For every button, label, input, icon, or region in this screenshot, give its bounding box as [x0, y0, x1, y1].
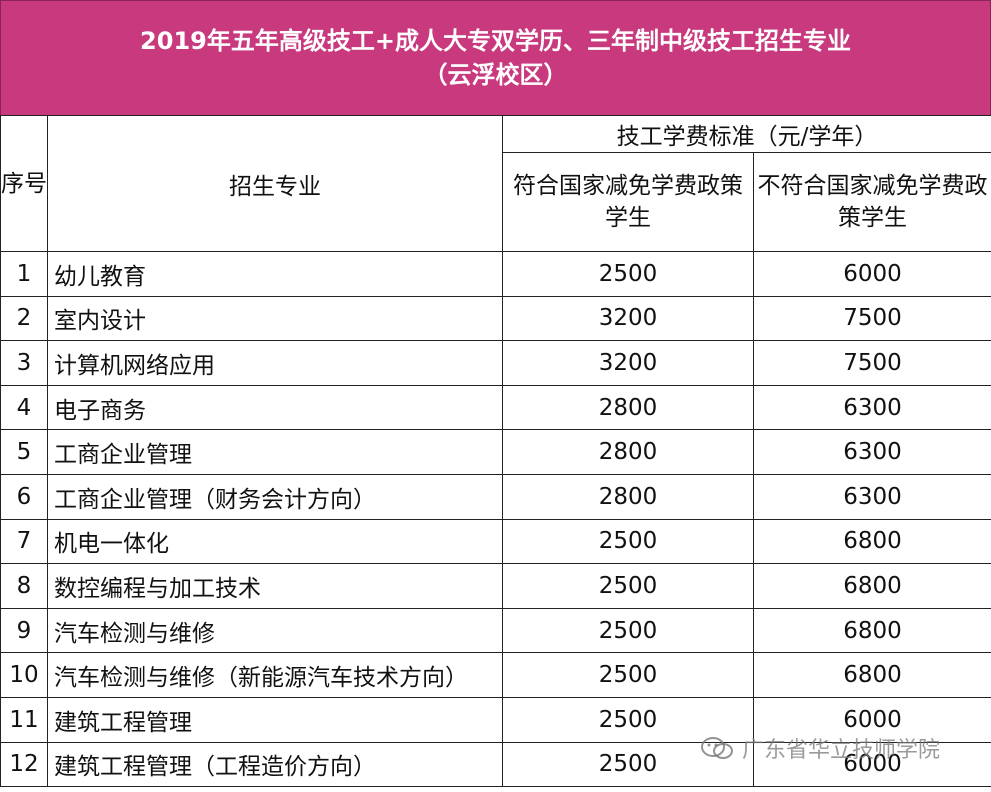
eligible-fee: 3200	[502, 340, 754, 386]
other-fee: 6800	[753, 652, 991, 698]
major-name: 汽车检测与维修	[47, 607, 503, 654]
major-name: 建筑工程管理	[47, 696, 503, 743]
table-row: 9 汽车检测与维修 2500 6800	[0, 607, 991, 654]
seq-header: 序号	[0, 115, 48, 252]
major-name: 建筑工程管理（工程造价方向）	[47, 741, 503, 788]
table-row: 7 机电一体化 2500 6800	[0, 518, 991, 565]
eligible-fee: 2500	[502, 696, 754, 743]
table-row: 5 工商企业管理 2800 6300	[0, 429, 991, 475]
other-fee: 7500	[753, 295, 991, 342]
other-fee: 6300	[753, 429, 991, 475]
eligible-fee: 2500	[502, 563, 754, 609]
major-name: 室内设计	[47, 295, 503, 342]
other-fee: 6000	[753, 696, 991, 743]
eligible-fee: 2800	[502, 429, 754, 475]
major-header: 招生专业	[47, 115, 503, 252]
other-fee-header: 不符合国家减免学费政策学生	[753, 152, 991, 252]
row-number: 2	[0, 295, 48, 342]
other-fee: 6800	[753, 607, 991, 654]
table-row: 12 建筑工程管理（工程造价方向） 2500 6000	[0, 741, 991, 788]
table-row: 3 计算机网络应用 3200 7500	[0, 340, 991, 386]
watermark-text: 广东省华立技师学院	[742, 738, 941, 763]
table-row: 4 电子商务 2800 6300	[0, 384, 991, 431]
subheader-row: 符合国家减免学费政策学生 不符合国家减免学费政策学生	[1, 152, 991, 252]
other-fee: 6300	[753, 473, 991, 520]
eligible-fee: 2800	[502, 384, 754, 431]
table-row: 10 汽车检测与维修（新能源汽车技术方向） 2500 6800	[0, 652, 991, 698]
eligible-fee: 2500	[502, 607, 754, 654]
major-name: 幼儿教育	[47, 251, 503, 297]
table-subtitle: （云浮校区）	[423, 61, 568, 89]
eligible-fee: 2500	[502, 652, 754, 698]
row-number: 5	[0, 429, 48, 475]
other-fee: 6800	[753, 563, 991, 609]
other-fee: 6800	[753, 518, 991, 565]
major-name: 计算机网络应用	[47, 340, 503, 386]
table-row: 1 幼儿教育 2500 6000	[0, 251, 991, 297]
eligible-fee: 2800	[502, 473, 754, 520]
major-name: 电子商务	[47, 384, 503, 431]
other-fee: 6000	[753, 251, 991, 297]
eligible-fee: 2500	[502, 741, 754, 788]
major-name: 工商企业管理	[47, 429, 503, 475]
table-row: 11 建筑工程管理 2500 6000	[0, 696, 991, 743]
table-title: 2019年五年高级技工+成人大专双学历、三年制中级技工招生专业	[140, 27, 851, 55]
row-number: 4	[0, 384, 48, 431]
row-number: 6	[0, 473, 48, 520]
row-number: 12	[0, 741, 48, 788]
row-number: 11	[0, 696, 48, 743]
table-row: 8 数控编程与加工技术 2500 6800	[0, 563, 991, 609]
wechat-icon	[701, 737, 733, 759]
other-fee: 6300	[753, 384, 991, 431]
major-name: 机电一体化	[47, 518, 503, 565]
table-row: 6 工商企业管理（财务会计方向） 2800 6300	[0, 473, 991, 520]
row-number: 3	[0, 340, 48, 386]
eligible-fee: 2500	[502, 518, 754, 565]
table-row: 2 室内设计 3200 7500	[0, 295, 991, 342]
row-number: 1	[0, 251, 48, 297]
row-number: 9	[0, 607, 48, 654]
eligible-fee: 2500	[502, 251, 754, 297]
other-fee: 6000	[753, 741, 991, 788]
row-number: 10	[0, 652, 48, 698]
table-title-banner: 2019年五年高级技工+成人大专双学历、三年制中级技工招生专业 （云浮校区）	[0, 0, 991, 116]
fee-table: 序号 招生专业 技工学费标准（元/学年） 符合国家减免学费政策学生 不符合国家减…	[0, 115, 991, 788]
eligible-fee-header: 符合国家减免学费政策学生	[502, 152, 754, 252]
fee-group-header: 技工学费标准（元/学年）	[502, 115, 991, 153]
major-name: 汽车检测与维修（新能源汽车技术方向）	[47, 652, 503, 698]
other-fee: 7500	[753, 340, 991, 386]
major-name: 数控编程与加工技术	[47, 563, 503, 609]
major-name: 工商企业管理（财务会计方向）	[47, 473, 503, 520]
row-number: 7	[0, 518, 48, 565]
header-row: 序号 招生专业 技工学费标准（元/学年）	[0, 115, 991, 252]
eligible-fee: 3200	[502, 295, 754, 342]
watermark: 广东省华立技师学院	[700, 732, 940, 764]
row-number: 8	[0, 563, 48, 609]
